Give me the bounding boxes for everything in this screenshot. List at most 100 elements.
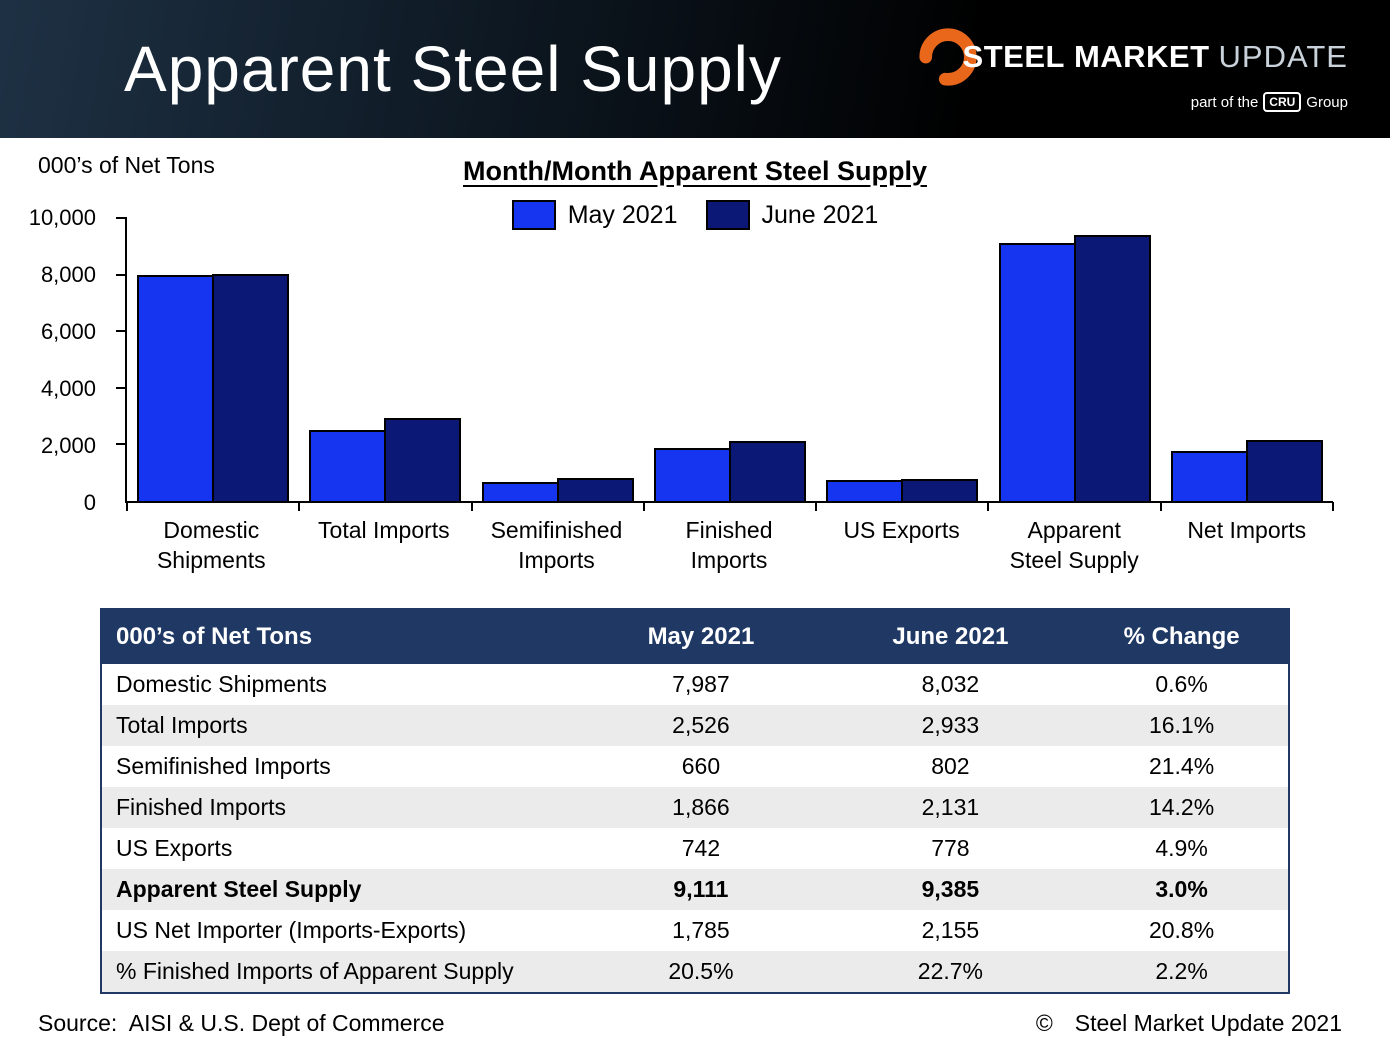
bar-june-2021 (901, 478, 979, 501)
x-tick-mark (1159, 502, 1162, 511)
legend-label: June 2021 (761, 200, 879, 229)
bar-group (816, 218, 988, 501)
table-row: Apparent Steel Supply 9,111 9,385 3.0% (101, 869, 1289, 910)
col-header-may: May 2021 (576, 609, 826, 664)
value-cell: 8,032 (921, 671, 980, 697)
bar-group (988, 218, 1160, 501)
chart-title-wrap: Month/Month Apparent Steel Supply (0, 156, 1390, 187)
y-tick-mark (116, 273, 127, 276)
y-tick-mark (116, 443, 127, 446)
value-cell: 1,785 (672, 917, 730, 943)
value-cell: 9,111 (673, 876, 729, 902)
x-axis-labels: Domestic Shipments Total Imports Semifinis… (125, 516, 1333, 576)
plot-area (116, 217, 1334, 511)
bar-may-2021 (826, 480, 904, 501)
col-header-june: June 2021 (825, 609, 1076, 664)
x-tick-mark (298, 502, 301, 511)
bar-june-2021 (384, 418, 462, 501)
legend-label: May 2021 (567, 200, 678, 229)
units-label: 000’s of Net Tons (38, 152, 215, 178)
x-tick-label: Total Imports (318, 517, 450, 543)
legend-item: June 2021 (705, 200, 879, 230)
value-cell: 14.2% (1148, 794, 1215, 820)
bar-may-2021 (481, 482, 559, 501)
row-label-cell: Semifinished Imports (116, 753, 331, 779)
copyright-note: © Steel Market Update 2021 (1036, 1010, 1342, 1037)
row-label-cell: Apparent Steel Supply (116, 876, 362, 902)
legend-swatch (511, 200, 556, 230)
y-tick-label: 10,000 (28, 205, 96, 230)
table-row: % Finished Imports of Apparent Supply 20.… (101, 951, 1289, 993)
smu-logo-wordmark: STEEL MARKET UPDATE (917, 26, 1348, 88)
logo-market-text: MARKET (1073, 39, 1210, 74)
y-tick-label: 2,000 (40, 433, 96, 458)
table-row: Domestic Shipments 7,987 8,032 0.6% (101, 664, 1289, 705)
source-note: Source: AISI & U.S. Dept of Commerce (38, 1010, 445, 1036)
y-tick-label: 4,000 (40, 376, 96, 401)
value-cell: 20.8% (1148, 917, 1215, 943)
value-cell: 660 (681, 753, 721, 779)
y-tick-label: 6,000 (40, 319, 96, 344)
table-header-row: 000’s of Net Tons May 2021 June 2021 % C… (101, 609, 1289, 664)
y-tick-mark (116, 330, 127, 333)
bar-group (472, 218, 644, 501)
header-band: Apparent Steel Supply STEEL MARKET UPDAT… (0, 0, 1390, 138)
value-cell: 0.6% (1155, 671, 1208, 697)
logo-tagline: part of the CRU Group (1191, 92, 1348, 112)
value-cell: 16.1% (1148, 712, 1215, 738)
bar-may-2021 (137, 274, 215, 501)
legend-item: May 2021 (511, 200, 678, 230)
bar-may-2021 (1170, 450, 1248, 501)
value-cell: 3.0% (1155, 876, 1208, 902)
x-tick-label: Apparent Steel Supply (1009, 517, 1139, 573)
y-tick-mark (116, 386, 127, 389)
copyright-symbol: © (1035, 1010, 1053, 1036)
data-table-wrap: 000’s of Net Tons May 2021 June 2021 % C… (100, 608, 1390, 994)
value-cell: 742 (681, 835, 721, 861)
bar-june-2021 (212, 273, 290, 501)
value-cell: 802 (931, 753, 970, 779)
value-cell: 4.9% (1155, 835, 1208, 861)
x-tick-mark (126, 502, 128, 511)
table-row: US Net Importer (Imports-Exports) 1,785 2,… (101, 910, 1289, 951)
x-tick-label: Net Imports (1187, 517, 1307, 543)
row-label-cell: Finished Imports (116, 794, 287, 820)
bar-june-2021 (728, 440, 806, 501)
value-cell: 2,933 (921, 712, 980, 738)
value-cell: 2,155 (921, 917, 980, 943)
bar-may-2021 (309, 429, 387, 501)
logo-steel-text: STEEL (962, 39, 1065, 74)
y-tick-mark (116, 217, 127, 219)
table-row: Total Imports 2,526 2,933 16.1% (101, 705, 1289, 746)
row-label-cell: % Finished Imports of Apparent Supply (116, 958, 514, 984)
y-tick-label: 0 (83, 490, 96, 515)
smu-logo: STEEL MARKET UPDATE part of the CRU Grou… (917, 26, 1348, 112)
table-row: US Exports 742 778 4.9% (101, 828, 1289, 869)
tagline-suffix: Group (1306, 93, 1348, 111)
bar-may-2021 (653, 448, 731, 501)
bar-june-2021 (1245, 440, 1323, 501)
value-cell: 7,987 (672, 671, 730, 697)
row-label-cell: Total Imports (116, 712, 248, 738)
table-row: Semifinished Imports 660 802 21.4% (101, 746, 1289, 787)
table-row: Finished Imports 1,866 2,131 14.2% (101, 787, 1289, 828)
crescent-icon (918, 28, 977, 86)
chart-legend: May 2021 June 2021 (0, 200, 1390, 230)
bar-june-2021 (1073, 235, 1151, 501)
data-table: 000’s of Net Tons May 2021 June 2021 % C… (100, 608, 1290, 994)
page-title: Apparent Steel Supply (124, 33, 782, 105)
value-cell: 778 (931, 835, 970, 861)
value-cell: 21.4% (1148, 753, 1215, 779)
y-tick-label: 8,000 (40, 262, 96, 287)
x-tick-label: Semifinished Imports (490, 517, 623, 573)
cru-badge: CRU (1263, 92, 1302, 112)
row-label-cell: Domestic Shipments (116, 671, 327, 697)
x-tick-label: Finished Imports (685, 517, 773, 573)
table-body: Domestic Shipments 7,987 8,032 0.6% Total Im… (101, 664, 1289, 993)
value-cell: 20.5% (668, 958, 734, 984)
col-header-label: 000’s of Net Tons (101, 609, 577, 664)
footer: Source: AISI & U.S. Dept of Commerce © S… (0, 994, 1390, 1037)
x-tick-mark (470, 502, 473, 511)
row-label-cell: US Exports (116, 835, 233, 861)
x-tick-mark (1332, 502, 1334, 511)
